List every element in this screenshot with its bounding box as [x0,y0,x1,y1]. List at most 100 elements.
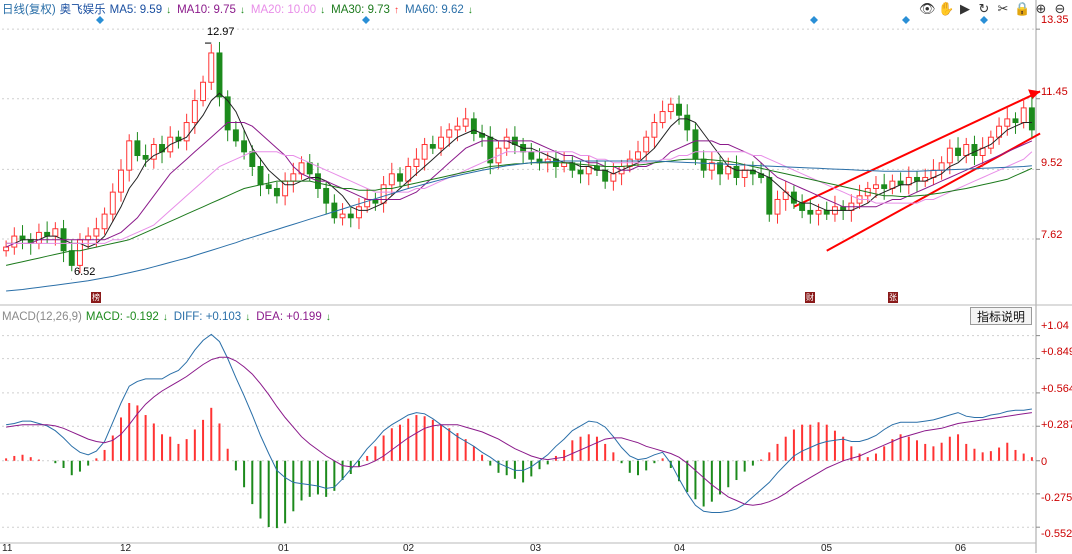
y-tick-1: 11.45 [1041,86,1068,98]
candle-body-79 [651,122,658,138]
x-tick-5: 04 [674,543,686,554]
candle-body-81 [667,103,674,113]
ma10-value: MA10: 9.75 [177,4,236,16]
candle-body-43 [356,206,362,219]
candle-body-51 [421,144,428,160]
candle-body-61 [503,136,510,149]
candle-body-1 [11,235,18,248]
candle-body-45 [372,198,379,204]
marker-1[interactable]: 榜 [91,292,101,303]
candle-body-31 [257,165,264,186]
y-tick-3: 7.62 [1041,229,1063,241]
candle-body-77 [635,151,641,160]
candle-body-41 [339,213,346,219]
candle-body-16 [134,140,141,157]
diff-arrow: ↓ [245,312,251,323]
x-tick-4: 03 [530,543,542,554]
marker-2[interactable]: 财 [805,292,815,303]
ma20-arrow: ↓ [320,5,326,16]
candle-body-54 [446,129,453,138]
trend-arrowhead [1028,89,1041,100]
candle-body-114 [938,162,945,171]
candle-body-107 [881,184,888,189]
eye-icon[interactable]: 👁 [919,1,936,16]
indicator-help-button[interactable]: 指标说明 [970,307,1032,325]
candle-body-32 [265,184,272,189]
candle-body-48 [397,173,403,182]
candle-body-37 [306,162,313,175]
candle-body-85 [700,158,707,171]
stock-name: 奥飞娱乐 [59,4,106,16]
candle-body-14 [118,169,124,193]
candle-body-122 [1004,118,1011,127]
series-ma60-line [6,160,1032,292]
candle-body-5 [44,231,51,237]
candle-body-18 [150,144,157,160]
candle-body-87 [717,162,724,175]
candlesticks [3,41,1035,280]
zoom-out-icon[interactable]: ⊖ [1054,1,1066,16]
ma10-arrow: ↓ [239,5,245,16]
candle-body-26 [216,52,223,98]
scissors-icon[interactable]: ✂ [997,1,1009,16]
candle-body-109 [897,180,904,186]
ma-lines [5,92,1033,292]
dea-value: DEA: +0.199 [256,311,322,323]
period-label[interactable]: 日线(复权) [2,4,56,16]
candle-body-123 [1012,118,1019,124]
candle-body-35 [290,173,297,182]
series-ma20-line [6,151,1033,244]
candle-body-78 [643,136,650,153]
candle-body-64 [528,151,535,160]
candle-body-102 [840,206,847,211]
candle-body-28 [232,129,239,142]
candle-body-2 [19,235,26,241]
candle-body-10 [85,235,92,241]
event-diamond-2 [810,16,818,24]
candle-body-50 [413,158,420,167]
candle-body-30 [249,151,256,167]
x-tick-3: 02 [403,543,415,554]
ma60-arrow: ↓ [467,5,473,16]
macd-tick-0: +1.04 [1041,320,1069,332]
candle-body-33 [273,187,280,197]
marker-3[interactable]: 张 [888,292,898,303]
candle-body-70 [577,169,584,175]
hand-icon[interactable]: ✋ [938,1,955,16]
candle-body-125 [1028,107,1035,131]
candle-body-55 [454,125,461,131]
event-diamond-4 [980,16,988,24]
play-icon[interactable]: ▶ [960,1,970,16]
macd-tick-3: +0.287 [1041,419,1072,431]
x-tick-7: 06 [955,543,967,554]
zoom-in-icon[interactable]: ⊕ [1035,1,1047,16]
candle-body-0 [3,246,10,252]
candle-body-116 [955,147,962,157]
candle-body-17 [142,155,149,160]
candle-body-94 [774,198,781,215]
candle-body-90 [741,169,748,178]
y-tick-2: 9.52 [1041,157,1063,169]
candle-body-42 [347,213,354,219]
macd-arrow: ↓ [162,312,168,323]
ma30-arrow: ↑ [393,5,399,16]
candle-body-111 [914,176,920,182]
ma60-value: MA60: 9.62 [404,4,464,16]
candle-body-22 [183,122,190,142]
candle-body-52 [429,144,436,149]
macd-panel [5,333,1033,529]
macd-tick-5: -0.275 [1041,492,1072,504]
refresh-icon[interactable]: ↻ [978,1,990,16]
high-price-label: 12.97 [207,26,235,38]
candle-body-100 [823,209,830,215]
candle-body-8 [68,250,75,266]
candle-body-13 [109,191,116,215]
diff-value: DIFF: +0.103 [173,311,242,323]
candle-body-4 [35,231,42,244]
lock-icon[interactable]: 🔒 [1014,1,1031,16]
candle-body-12 [101,213,108,230]
series-diff-line [6,333,1032,513]
candle-body-98 [807,209,814,215]
candle-body-124 [1020,107,1027,124]
